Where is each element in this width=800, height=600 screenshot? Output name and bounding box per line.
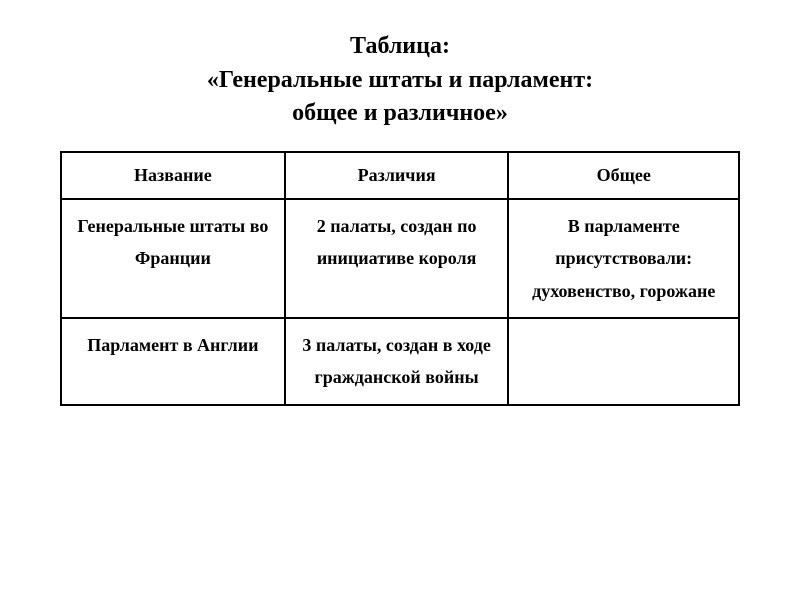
cell-diff: 2 палаты, создан по инициативе короля xyxy=(285,199,509,318)
title-line-1: Таблица: xyxy=(60,30,740,64)
cell-name: Генеральные штаты во Франции xyxy=(61,199,285,318)
title-line-2: «Генеральные штаты и парламент: xyxy=(60,64,740,98)
header-diff: Различия xyxy=(285,152,509,199)
cell-name: Парламент в Англии xyxy=(61,318,285,405)
title-line-3: общее и различное» xyxy=(60,97,740,131)
cell-diff: 3 палаты, создан в ходе гражданской войн… xyxy=(285,318,509,405)
cell-common: В парламенте присутствовали: духовенство… xyxy=(508,199,739,318)
comparison-table: Название Различия Общее Генеральные штат… xyxy=(60,151,740,406)
header-common: Общее xyxy=(508,152,739,199)
cell-common xyxy=(508,318,739,405)
table-row: Парламент в Англии 3 палаты, создан в хо… xyxy=(61,318,739,405)
table-row: Генеральные штаты во Франции 2 палаты, с… xyxy=(61,199,739,318)
table-header-row: Название Различия Общее xyxy=(61,152,739,199)
table-title: Таблица: «Генеральные штаты и парламент:… xyxy=(60,30,740,131)
header-name: Название xyxy=(61,152,285,199)
